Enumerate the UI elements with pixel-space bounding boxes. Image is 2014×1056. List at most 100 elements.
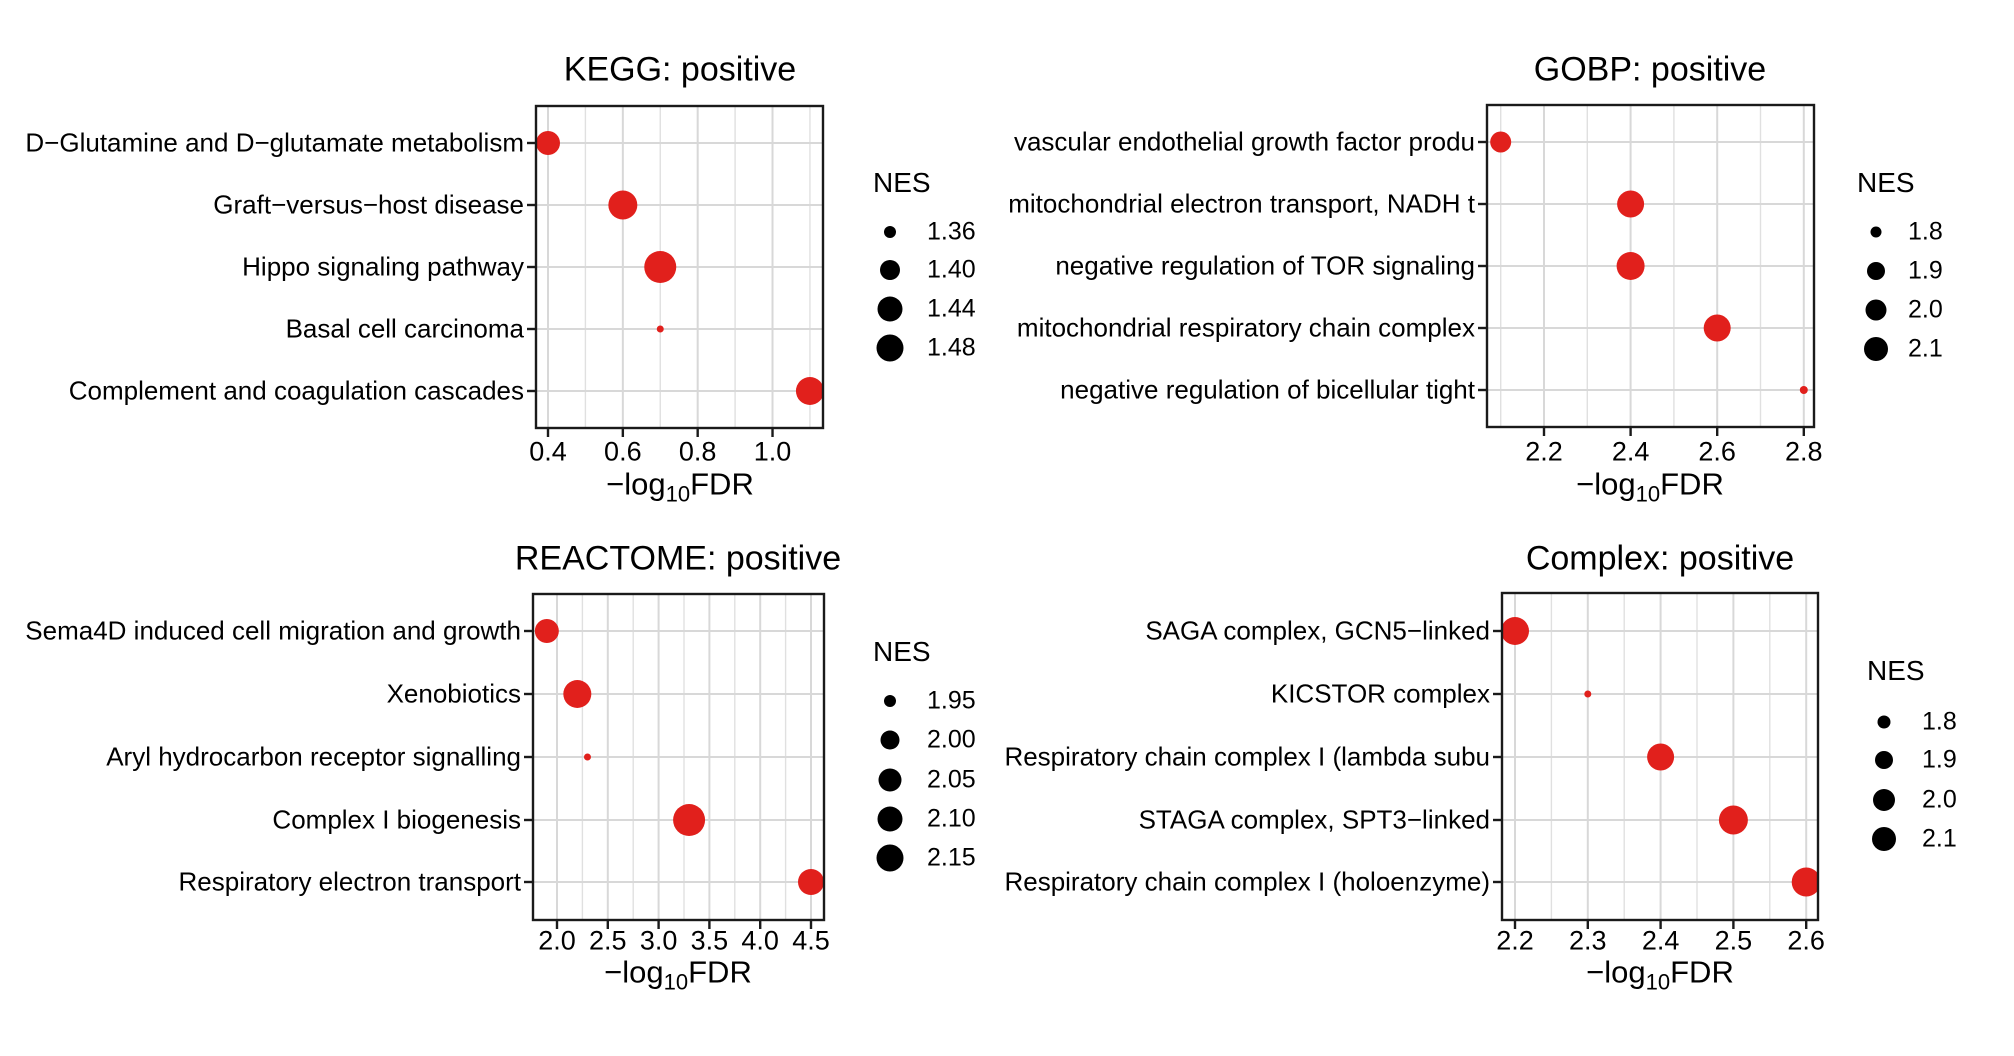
legend-dot-complex-2 (1873, 789, 1895, 811)
legend-label-kegg-2: 1.44 (927, 294, 976, 323)
x-tick-label-gobp-3: 2.8 (1785, 436, 1823, 467)
x-tick-label-kegg-1: 0.6 (604, 436, 642, 467)
y-axis-label-complex-0: SAGA complex, GCN5−linked (1145, 615, 1490, 646)
x-axis-title-suffix: FDR (690, 466, 754, 502)
legend-label-reactome-3: 2.10 (927, 804, 976, 833)
x-tick-label-reactome-4: 4.0 (741, 925, 779, 956)
data-point-kegg-4 (795, 377, 823, 405)
panel-title: KEGG: positive (563, 50, 797, 89)
panel-title: REACTOME: positive (514, 539, 842, 578)
data-point-complex-1 (1584, 690, 1592, 698)
data-point-reactome-4 (798, 869, 824, 895)
x-axis-title-subscript: 10 (663, 969, 689, 995)
y-axis-label-kegg-2: Hippo signaling pathway (242, 251, 524, 282)
data-point-complex-3 (1718, 805, 1748, 835)
x-axis-title-subscript: 10 (665, 481, 691, 507)
legend-title: NES (873, 636, 931, 667)
y-axis-label-gobp-2: negative regulation of TOR signaling (1055, 250, 1475, 281)
x-tick-label-complex-4: 2.6 (1787, 925, 1825, 956)
y-axis-label-complex-1: KICSTOR complex (1270, 678, 1490, 709)
data-point-reactome-0 (534, 619, 559, 643)
legend-label-complex-2: 2.0 (1922, 785, 1957, 814)
legend-dot-reactome-4 (876, 844, 904, 872)
x-tick-label-kegg-3: 1.0 (753, 436, 792, 467)
data-points (1490, 131, 1808, 394)
x-axis-title-prefix: −log (606, 466, 666, 502)
y-axis-label-reactome-0: Sema4D induced cell migration and growth (25, 615, 521, 646)
x-tick-label-gobp-0: 2.2 (1525, 436, 1563, 467)
x-tick-label-reactome-5: 4.5 (792, 925, 830, 956)
plot-area-kegg (527, 104, 825, 437)
legend-title: NES (1867, 655, 1925, 686)
legend-dot-kegg-1 (880, 260, 900, 280)
x-tick-label-reactome-3: 3.5 (690, 925, 729, 956)
y-axis-label-complex-4: Respiratory chain complex I (holoenzyme) (1004, 866, 1490, 897)
legend-dot-complex-0 (1877, 715, 1891, 729)
x-axis-title-prefix: −log (604, 954, 664, 990)
legend-dot-reactome-0 (884, 695, 896, 707)
x-tick-label-reactome-2: 3.0 (639, 925, 678, 956)
x-axis-title: −log10FDR (1586, 955, 1734, 996)
y-axis-label-kegg-3: Basal cell carcinoma (285, 313, 524, 344)
x-axis-title-suffix: FDR (1670, 954, 1734, 990)
legend-title: NES (873, 167, 931, 198)
legend-dot-gobp-2 (1865, 299, 1887, 321)
x-axis-title-suffix: FDR (1660, 466, 1724, 502)
y-axis-label-reactome-3: Complex I biogenesis (272, 804, 521, 835)
y-axis-label-kegg-4: Complement and coagulation cascades (68, 375, 524, 406)
legend-label-kegg-3: 1.48 (927, 333, 976, 362)
x-tick-label-kegg-2: 0.8 (678, 436, 717, 467)
plot-area-gobp (1478, 103, 1816, 436)
data-point-complex-0 (1502, 617, 1529, 645)
data-points (1502, 617, 1818, 897)
data-point-reactome-2 (583, 753, 591, 761)
legend-label-complex-0: 1.8 (1922, 707, 1957, 736)
data-point-gobp-1 (1617, 190, 1645, 218)
data-point-complex-4 (1791, 867, 1818, 897)
y-axis-label-reactome-4: Respiratory electron transport (178, 866, 521, 897)
y-axis-label-complex-2: Respiratory chain complex I (lambda subu (1004, 741, 1490, 772)
x-axis-title: −log10FDR (1576, 467, 1724, 508)
legend-dot-complex-1 (1875, 751, 1893, 769)
x-axis-title: −log10FDR (606, 467, 754, 508)
x-axis-title: −log10FDR (604, 955, 752, 996)
x-tick-label-reactome-0: 2.0 (538, 925, 576, 956)
x-tick-label-gobp-1: 2.4 (1611, 436, 1650, 467)
legend-label-complex-3: 2.1 (1922, 824, 1957, 853)
legend-label-reactome-4: 2.15 (927, 843, 976, 872)
legend-label-gobp-3: 2.1 (1908, 334, 1943, 363)
x-axis-title-prefix: −log (1586, 954, 1646, 990)
legend-title: NES (1857, 167, 1915, 198)
x-tick-label-reactome-1: 2.5 (589, 925, 627, 956)
legend-label-reactome-1: 2.00 (927, 725, 976, 754)
x-tick-label-complex-3: 2.5 (1714, 925, 1753, 956)
data-point-kegg-0 (536, 131, 560, 155)
data-point-kegg-3 (656, 325, 664, 333)
x-tick-label-complex-0: 2.2 (1496, 925, 1534, 956)
data-point-gobp-4 (1799, 386, 1808, 394)
data-point-complex-2 (1647, 743, 1675, 771)
x-tick-label-complex-2: 2.4 (1641, 925, 1680, 956)
y-axis-label-kegg-1: Graft−versus−host disease (213, 189, 524, 220)
y-axis-label-complex-3: STAGA complex, SPT3−linked (1138, 804, 1490, 835)
x-axis-title-subscript: 10 (1645, 969, 1671, 995)
data-points (536, 131, 823, 405)
x-tick-label-gobp-2: 2.6 (1698, 436, 1736, 467)
legend-dot-reactome-2 (878, 768, 902, 792)
x-axis-title-prefix: −log (1576, 466, 1636, 502)
y-axis-label-gobp-4: negative regulation of bicellular tight (1060, 374, 1475, 405)
y-axis-label-reactome-1: Xenobiotics (386, 678, 521, 709)
data-point-gobp-3 (1703, 314, 1731, 342)
legend-dot-complex-3 (1872, 827, 1896, 851)
data-point-gobp-0 (1490, 131, 1512, 153)
legend-dot-kegg-2 (877, 296, 903, 322)
x-axis-title-suffix: FDR (688, 954, 752, 990)
legend-dot-reactome-3 (877, 806, 903, 832)
legend-label-kegg-0: 1.36 (927, 217, 976, 246)
data-point-gobp-2 (1616, 252, 1645, 280)
panel-title: Complex: positive (1525, 539, 1795, 578)
legend-label-gobp-1: 1.9 (1908, 256, 1943, 285)
panel-title: GOBP: positive (1533, 50, 1767, 89)
